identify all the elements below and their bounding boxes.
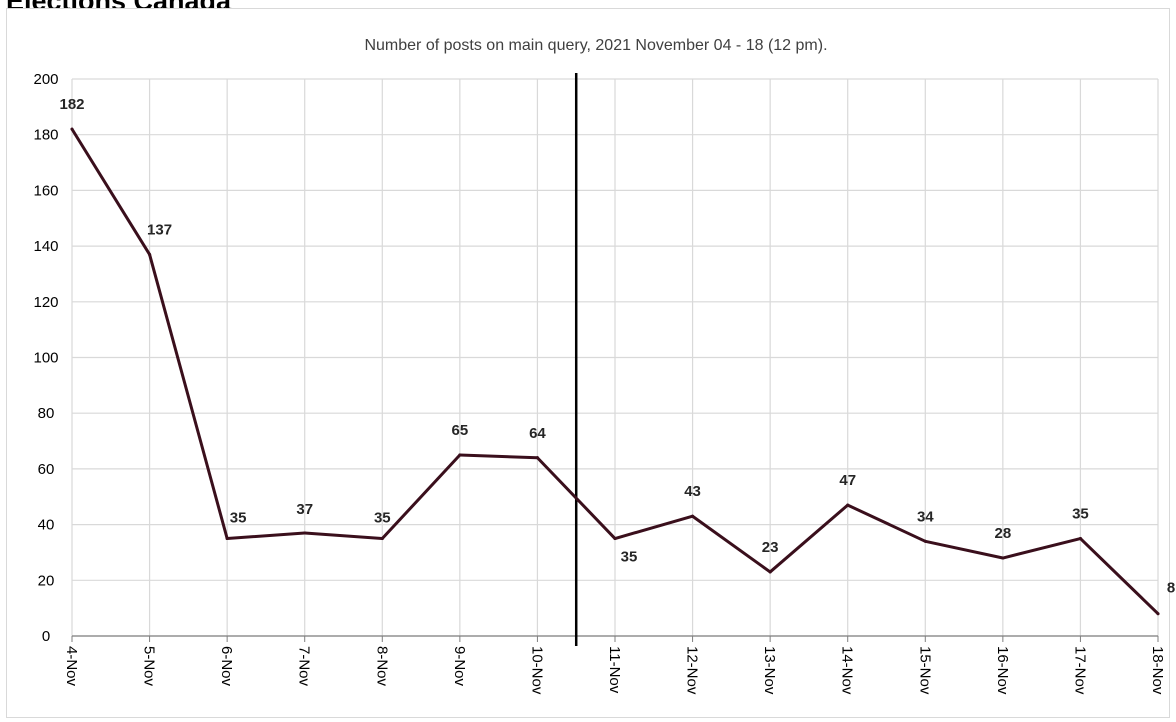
x-tick-label: 14-Nov — [839, 646, 856, 695]
x-tick-label: 16-Nov — [994, 646, 1011, 695]
series-line-segment — [691, 514, 772, 574]
y-tick-label: 0 — [42, 628, 50, 645]
grid-layer — [71, 78, 1159, 637]
data-label: 137 — [147, 221, 172, 238]
data-point — [303, 531, 307, 535]
data-label: 8 — [1167, 580, 1175, 597]
x-tick-label: 9-Nov — [451, 646, 468, 687]
y-tick-label: 20 — [38, 572, 55, 589]
series-line-segment — [70, 127, 152, 256]
data-label: 35 — [621, 549, 638, 566]
data-label: 34 — [917, 508, 934, 525]
data-point — [613, 537, 617, 541]
series-line-segment — [380, 453, 462, 541]
y-tick-label: 140 — [33, 238, 58, 255]
data-point — [1001, 556, 1005, 560]
series-layer — [70, 73, 1160, 646]
y-tick-label: 60 — [38, 461, 55, 478]
data-point — [225, 537, 229, 541]
x-tick-label: 17-Nov — [1071, 646, 1088, 695]
data-label: 28 — [995, 525, 1012, 542]
data-label: 23 — [762, 539, 779, 556]
y-tick-label: 100 — [33, 350, 58, 367]
data-label: 37 — [296, 501, 313, 518]
x-tick-label: 11-Nov — [606, 646, 623, 694]
x-tick-label: 4-Nov — [63, 646, 80, 687]
chart-frame — [6, 8, 1170, 718]
x-tick-label: 8-Nov — [373, 646, 390, 687]
x-tick-label: 7-Nov — [296, 646, 313, 687]
y-tick-label: 160 — [33, 182, 58, 199]
series-line-segment — [1001, 537, 1082, 560]
series-line-segment — [923, 539, 1005, 560]
data-label: 35 — [1072, 506, 1089, 523]
y-tick-label: 40 — [38, 517, 55, 534]
y-tick-label: 200 — [33, 71, 58, 88]
x-tick-label: 12-Nov — [684, 646, 701, 695]
data-point — [535, 456, 539, 460]
data-point — [458, 453, 462, 457]
series-line-segment — [1078, 537, 1160, 616]
series-line-segment — [613, 514, 695, 541]
data-point — [1078, 537, 1082, 541]
series-line-segment — [225, 531, 307, 541]
data-point — [70, 127, 74, 131]
data-label: 43 — [684, 483, 701, 500]
data-label: 182 — [59, 96, 84, 113]
x-tick-label: 15-Nov — [916, 646, 933, 695]
data-label: 64 — [529, 425, 546, 442]
x-tick-label: 10-Nov — [528, 646, 545, 695]
series-line-segment — [303, 531, 384, 541]
data-label: 35 — [230, 510, 247, 527]
x-tick-label: 5-Nov — [141, 646, 158, 687]
x-tick-label: 6-Nov — [218, 646, 235, 687]
data-point — [846, 503, 850, 507]
data-label: 35 — [374, 510, 391, 527]
y-tick-label: 80 — [38, 405, 55, 422]
data-point — [768, 570, 772, 574]
data-label-layer: 182 137 35 37 35 65 64 35 43 23 47 34 28 35 8 — [59, 96, 1175, 597]
series-line-segment — [148, 252, 229, 541]
data-point — [1156, 612, 1160, 616]
series-line-segment — [768, 503, 850, 574]
data-label: 47 — [839, 472, 856, 489]
series-line-segment — [535, 456, 617, 541]
y-tick-label: 120 — [33, 294, 58, 311]
data-point — [380, 537, 384, 541]
data-point — [691, 514, 695, 518]
data-label: 65 — [452, 422, 469, 439]
data-point — [923, 539, 927, 543]
chart-title: Number of posts on main query, 2021 Nove… — [364, 37, 827, 54]
data-point — [148, 252, 152, 256]
axis-layer: 0 20 40 60 80 100 120 140 160 180 200 4-Nov 5-Nov 6-N… — [33, 71, 1166, 695]
x-tick-label: 18-Nov — [1149, 646, 1166, 695]
series-line-segment — [458, 453, 539, 460]
y-tick-label: 180 — [33, 127, 58, 144]
series-line-segment — [846, 503, 927, 543]
x-tick-label: 13-Nov — [761, 646, 778, 695]
